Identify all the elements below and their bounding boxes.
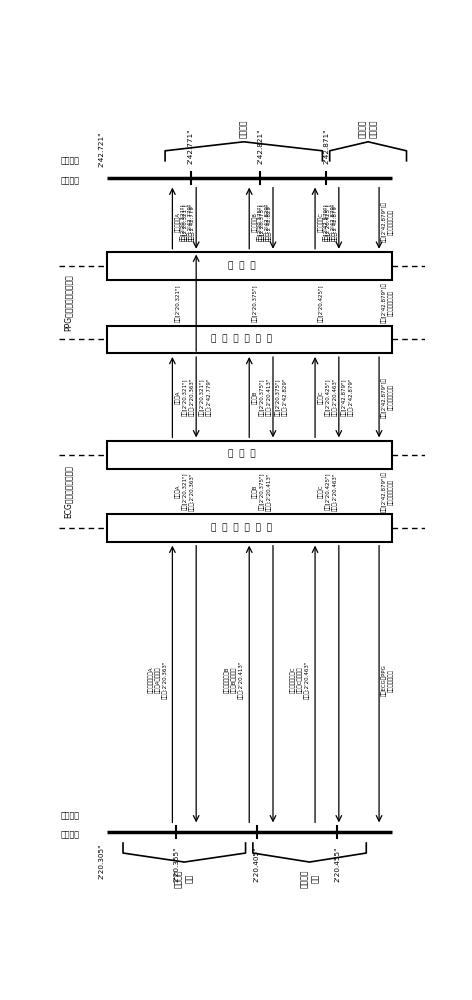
Text: 采  数  播  放  装  置: 采 数 播 放 装 置 (211, 523, 272, 532)
Text: 数据[2'20.375"]
时刻点:2'42.829": 数据[2'20.375"] 时刻点:2'42.829" (276, 378, 288, 416)
Text: 数据[2'20.425"]: 数据[2'20.425"] (318, 284, 324, 322)
Text: 从属节点: 从属节点 (61, 156, 80, 165)
Text: 中心节点: 中心节点 (61, 811, 80, 820)
FancyBboxPatch shape (107, 441, 392, 469)
Text: 本地时钟: 本地时钟 (61, 176, 80, 185)
Text: 2'42.771": 2'42.771" (188, 128, 194, 164)
Text: 2'20.305": 2'20.305" (99, 843, 105, 879)
Text: 2'20.405": 2'20.405" (253, 846, 260, 882)
Text: 接收同步帧C
数据[2'20.425"]
时刻点:2'42.879": 接收同步帧C 数据[2'20.425"] 时刻点:2'42.879" (318, 203, 337, 241)
Text: 执行同步
间隔: 执行同步 间隔 (300, 869, 320, 888)
Text: 数据[2'42.879"]和
测量数据及其时间: 数据[2'42.879"]和 测量数据及其时间 (382, 202, 394, 242)
Text: 数据[2'20.375"]: 数据[2'20.375"] (252, 284, 258, 322)
Text: 边同步边
回传数据: 边同步边 回传数据 (358, 119, 378, 138)
Text: 接收同步帧B
数据[2'20.375"]
时刻点:2'42.829": 接收同步帧B 数据[2'20.375"] 时刻点:2'42.829" (252, 203, 272, 241)
Text: 同步帧A
数据[2'20.321"]
时刻点:2'20.363": 同步帧A 数据[2'20.321"] 时刻点:2'20.363" (175, 378, 195, 416)
Text: 请求发送同步帧A
同步帧A发送完成
时刻点:2'20.363": 请求发送同步帧A 同步帧A发送完成 时刻点:2'20.363" (148, 661, 167, 699)
Text: 同步帧C
数据[2'20.425"]
时刻点:2'20.463": 同步帧C 数据[2'20.425"] 时刻点:2'20.463" (318, 472, 337, 511)
FancyBboxPatch shape (107, 514, 392, 542)
Text: 本地时钟: 本地时钟 (61, 831, 80, 840)
Text: 数据[2'42.879"]
时刻点:2'42.879": 数据[2'42.879"] 时刻点:2'42.879" (341, 378, 354, 416)
Text: 同步帧C
数据[2'20.425"]
时刻点:2'20.463": 同步帧C 数据[2'20.425"] 时刻点:2'20.463" (318, 378, 337, 416)
Text: 数  发  器: 数 发 器 (228, 261, 256, 270)
Text: PPG传感器（从属节点）: PPG传感器（从属节点） (64, 274, 73, 331)
Text: 同步帧B
数据[2'20.375"]
时刻点:2'20.413": 同步帧B 数据[2'20.375"] 时刻点:2'20.413" (252, 378, 272, 416)
Text: 同步帧A
数据[2'20.321"]
时刻点:2'20.363": 同步帧A 数据[2'20.321"] 时刻点:2'20.363" (175, 472, 195, 511)
Text: 数据[2'20.375"]
时刻点:2'42.829": 数据[2'20.375"] 时刻点:2'42.829" (257, 203, 270, 241)
Text: 2'20.355": 2'20.355" (173, 846, 179, 882)
Text: 2'42.871": 2'42.871" (323, 128, 329, 164)
Text: 确定同步
间隔: 确定同步 间隔 (174, 869, 194, 888)
Text: 确认同步: 确认同步 (239, 119, 248, 138)
Text: 请求发送同步帧C
同步帧C发送完成
时刻点:2'20.463": 请求发送同步帧C 同步帧C发送完成 时刻点:2'20.463" (290, 661, 310, 699)
FancyBboxPatch shape (107, 252, 392, 280)
Text: 接收同步帧A
数据[2'20.321"]
时刻点:2'42.779": 接收同步帧A 数据[2'20.321"] 时刻点:2'42.779" (175, 203, 195, 241)
Text: 数据[2'42.879"]和
测量数据及其时间: 数据[2'42.879"]和 测量数据及其时间 (382, 282, 394, 323)
Text: 数据[2'42.879"]和
测量数据及其时间: 数据[2'42.879"]和 测量数据及其时间 (382, 377, 394, 418)
Text: 2'20.455": 2'20.455" (334, 846, 340, 882)
Text: ECG传感器（主节点）: ECG传感器（主节点） (64, 465, 73, 518)
Text: 2'42.821": 2'42.821" (257, 128, 263, 164)
Text: 同步帧B
数据[2'20.375"]
时刻点:2'20.413": 同步帧B 数据[2'20.375"] 时刻点:2'20.413" (252, 472, 272, 511)
Text: 请求发送同步帧B
同步帧B发送完成
时刻点:2'20.413": 请求发送同步帧B 同步帧B发送完成 时刻点:2'20.413" (225, 661, 244, 699)
Text: 数据[2'20.321"]
时刻点:2'42.779": 数据[2'20.321"] 时刻点:2'42.779" (199, 378, 211, 416)
Text: 数据[2'20.321"]
时刻点:2'42.779": 数据[2'20.321"] 时刻点:2'42.779" (180, 203, 193, 241)
Text: 数  发  器: 数 发 器 (228, 450, 256, 459)
Text: 数据[2'42.879"]
时刻点:2'42.879": 数据[2'42.879"] 时刻点:2'42.879" (323, 203, 336, 241)
FancyBboxPatch shape (107, 326, 392, 353)
Text: 数据[2'20.321"]: 数据[2'20.321"] (175, 284, 181, 322)
Text: 采  数  播  放  装  置: 采 数 播 放 装 置 (211, 334, 272, 343)
Text: 同步ECG和PPG
测量数据的时间: 同步ECG和PPG 测量数据的时间 (382, 664, 394, 696)
Text: 2'42.721": 2'42.721" (99, 131, 105, 167)
Text: 数据[2'42.879"]和
测量数据及其时间: 数据[2'42.879"]和 测量数据及其时间 (382, 471, 394, 512)
